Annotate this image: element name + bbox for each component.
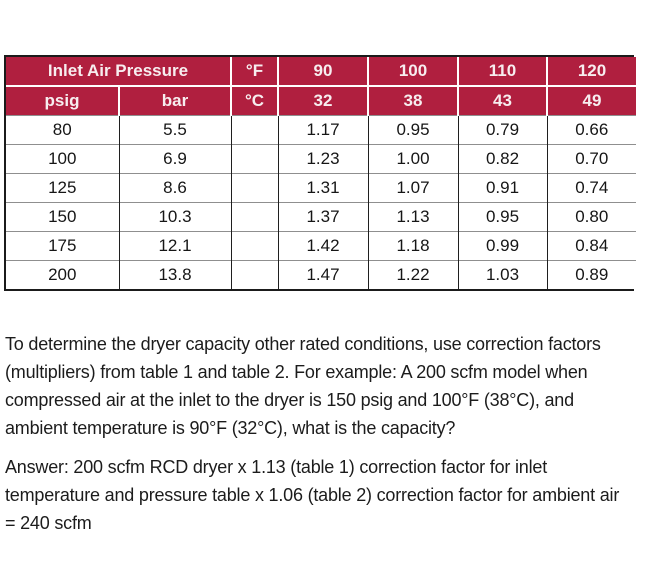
header-unit-fahrenheit: °F [230,57,278,87]
table-cell: 150 [6,201,119,231]
header-psig: psig [6,86,119,115]
table-cell: 10.3 [118,201,231,231]
inlet-pressure-correction-table: Inlet Air Pressure °F 90 100 110 120 psi… [6,57,636,289]
table-cell: 80 [6,114,119,144]
table-cell: 1.37 [277,201,368,231]
question-paragraph: To determine the dryer capacity other ra… [5,330,601,442]
table-cell [230,172,278,202]
header-temp-c-32: 32 [277,86,368,115]
table-cell: 1.22 [367,259,458,289]
table-cell: 125 [6,172,119,202]
question-line: ambient temperature is 90°F (32°C), what… [5,418,456,438]
header-inlet-air-pressure: Inlet Air Pressure [6,57,231,87]
table-header-row-1: Inlet Air Pressure °F 90 100 110 120 [6,57,636,87]
table-cell: 0.74 [546,172,636,202]
table-cell: 175 [6,230,119,260]
table-cell: 0.66 [546,114,636,144]
table-cell: 100 [6,143,119,173]
table-cell: 1.42 [277,230,368,260]
table-cell: 1.00 [367,143,458,173]
answer-line: temperature and pressure table x 1.06 (t… [5,485,620,505]
question-line: compressed air at the inlet to the dryer… [5,390,574,410]
answer-line: = 240 scfm [5,513,92,533]
table-cell [230,143,278,173]
table-cell [230,201,278,231]
header-temp-f-100: 100 [367,57,458,87]
table-cell: 0.79 [457,114,547,144]
table-cell: 0.91 [457,172,547,202]
answer-paragraph: Answer: 200 scfm RCD dryer x 1.13 (table… [5,453,619,537]
header-bar: bar [118,86,231,115]
table-cell: 0.82 [457,143,547,173]
table-row: 150 10.3 1.37 1.13 0.95 0.80 [6,201,636,231]
table-cell: 12.1 [118,230,231,260]
header-temp-f-110: 110 [457,57,547,87]
correction-factor-table: Inlet Air Pressure °F 90 100 110 120 psi… [4,55,636,291]
table-cell: 1.47 [277,259,368,289]
header-temp-f-120: 120 [546,57,636,87]
answer-line: Answer: 200 scfm RCD dryer x 1.13 (table… [5,457,548,477]
table-cell [230,259,278,289]
table-cell: 1.23 [277,143,368,173]
table-cell: 1.31 [277,172,368,202]
table-row: 100 6.9 1.23 1.00 0.82 0.70 [6,143,636,173]
table-cell: 1.18 [367,230,458,260]
header-temp-c-38: 38 [367,86,458,115]
table-row: 125 8.6 1.31 1.07 0.91 0.74 [6,172,636,202]
table-cell: 0.80 [546,201,636,231]
table-cell: 5.5 [118,114,231,144]
table-cell [230,114,278,144]
question-line: (multipliers) from table 1 and table 2. … [5,362,588,382]
question-line: To determine the dryer capacity other ra… [5,334,601,354]
table-cell: 200 [6,259,119,289]
table-row: 80 5.5 1.17 0.95 0.79 0.66 [6,114,636,144]
table-cell: 1.13 [367,201,458,231]
table-cell: 0.99 [457,230,547,260]
table-cell [230,230,278,260]
table-header-row-2: psig bar °C 32 38 43 49 [6,86,636,115]
table-cell: 0.70 [546,143,636,173]
table-cell: 1.07 [367,172,458,202]
table-cell: 0.89 [546,259,636,289]
table-cell: 0.95 [367,114,458,144]
table-cell: 0.84 [546,230,636,260]
header-temp-f-90: 90 [277,57,368,87]
table-cell: 8.6 [118,172,231,202]
header-temp-c-43: 43 [457,86,547,115]
table-cell: 0.95 [457,201,547,231]
table-cell: 13.8 [118,259,231,289]
table-cell: 1.03 [457,259,547,289]
table-row: 200 13.8 1.47 1.22 1.03 0.89 [6,259,636,289]
table-row: 175 12.1 1.42 1.18 0.99 0.84 [6,230,636,260]
table-cell: 6.9 [118,143,231,173]
table-cell: 1.17 [277,114,368,144]
header-unit-celsius: °C [230,86,278,115]
header-temp-c-49: 49 [546,86,636,115]
